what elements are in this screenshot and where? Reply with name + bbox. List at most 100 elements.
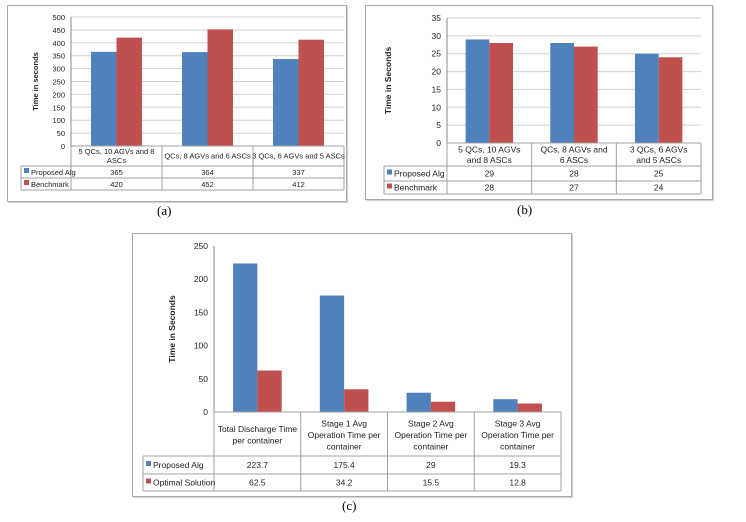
category-label: Operation Time per [308, 430, 381, 440]
data-table-value: 27 [569, 183, 579, 193]
bar-second [430, 401, 456, 412]
category-label: Operation Time per [394, 430, 467, 440]
y-tick-label: 500 [52, 13, 65, 22]
y-tick-label: 200 [194, 274, 208, 284]
category-label: container [327, 441, 362, 451]
category-label: QCs, 8 AGVs and [540, 145, 607, 155]
bar-second [517, 403, 542, 412]
category-label: and 8 ASCs [467, 155, 512, 165]
data-table-value: 15.5 [423, 478, 440, 488]
y-tick-label: 5 [436, 120, 441, 130]
category-label: per container [233, 436, 283, 446]
y-tick-label: 100 [52, 116, 65, 125]
y-tick-label: 350 [52, 52, 65, 61]
y-tick-label: 300 [52, 65, 65, 74]
legend-swatch [24, 180, 29, 185]
y-tick-label: 0 [203, 407, 208, 417]
bar-proposed [550, 43, 574, 143]
data-table-value: 24 [654, 183, 664, 193]
category-label: 6 ASCs [560, 155, 588, 165]
y-tick-label: 35 [432, 13, 442, 23]
data-table-value: 29 [485, 169, 495, 179]
y-tick-label: 0 [61, 142, 65, 151]
chart-c: 0 50 100 150 200 250 Time in Seconds Total Disc… [132, 233, 572, 497]
y-tick-label: 450 [52, 26, 65, 35]
bar-second [489, 43, 514, 143]
y-tick-label: 0 [436, 138, 441, 148]
data-table-value: 420 [110, 180, 123, 189]
legend-swatch [24, 168, 29, 173]
bar-proposed [465, 39, 490, 143]
y-tick-label: 150 [52, 103, 65, 112]
y-axis-label: Time in seconds [31, 52, 40, 111]
bar-proposed [91, 51, 117, 146]
y-tick-label: 250 [52, 78, 65, 87]
data-table-value: 28 [485, 183, 495, 193]
legend-label: Proposed Alg [394, 169, 445, 179]
category-label: Stage 1 Avg [321, 418, 367, 428]
caption-c: (c) [342, 498, 357, 513]
legend-label: Benchmark [31, 180, 69, 189]
category-label: ASCs [107, 156, 126, 165]
bar-proposed [273, 59, 299, 146]
category-label: QCs, 8 AGVs and 6 ASCs [164, 152, 251, 161]
data-table-value: 25 [654, 169, 664, 179]
y-tick-label: 15 [432, 84, 442, 94]
bar-proposed [493, 399, 518, 412]
legend-swatch [387, 169, 392, 175]
data-table-value: 337 [292, 168, 305, 177]
category-label: Stage 2 Avg [408, 418, 454, 428]
data-table-value: 223.7 [247, 460, 269, 470]
y-tick-label: 10 [432, 102, 442, 112]
y-tick-label: 200 [52, 90, 65, 99]
y-axis-label: Time in Seconds [167, 295, 177, 363]
data-table-value: 364 [201, 168, 214, 177]
category-label: container [500, 441, 535, 451]
bar-second [574, 46, 598, 144]
y-tick-label: 50 [199, 374, 209, 384]
data-table-value: 175.4 [333, 460, 355, 470]
legend-label: Optimal Solution [153, 478, 216, 488]
chart-b-svg: 0 5 10 15 20 25 30 35 Time in Seconds 5 QCs, 10 A… [383, 13, 702, 195]
y-tick-label: 100 [194, 341, 208, 351]
category-label: and 5 ASCs [636, 155, 681, 165]
chart-c-svg: 0 50 100 150 200 250 Time in Seconds Total Disc… [142, 241, 562, 492]
bar-second [298, 39, 324, 147]
caption-b: (b) [517, 202, 533, 217]
bar-second [257, 370, 282, 412]
category-label: Total Discharge Time [218, 424, 298, 434]
category-label: 5 QCs, 10 AGVs and 8 [79, 147, 155, 156]
data-table-value: 365 [110, 168, 123, 177]
legend-swatch [387, 183, 392, 189]
legend-swatch [146, 461, 151, 466]
data-table-value: 62.5 [249, 478, 266, 488]
data-table-value: 412 [292, 180, 305, 189]
bar-proposed [406, 392, 431, 412]
chart-a-svg: 0 50 100 150 200 250 300 350 400 450 500 Time in se… [20, 13, 345, 191]
bar-second [207, 29, 233, 146]
category-label: container [413, 441, 448, 451]
category-label: Stage 3 Avg [495, 418, 541, 428]
y-tick-label: 400 [52, 39, 65, 48]
category-label: 3 QCs, 6 AGVs and 5 ASCs [252, 152, 345, 161]
bar-proposed [233, 263, 258, 412]
data-table-value: 28 [569, 169, 579, 179]
data-table-value: 19.3 [509, 460, 526, 470]
y-tick-label: 50 [57, 129, 65, 138]
bar-proposed [319, 295, 345, 412]
legend-label: Proposed Alg [153, 460, 204, 470]
y-tick-label: 250 [194, 241, 208, 251]
y-tick-label: 20 [432, 67, 442, 77]
bar-proposed [634, 53, 659, 143]
caption-a: (a) [157, 203, 172, 218]
legend-label: Benchmark [394, 183, 438, 193]
category-label: Operation Time per [481, 430, 554, 440]
bar-second [344, 389, 369, 412]
data-table-value: 29 [426, 460, 436, 470]
chart-b: 0 5 10 15 20 25 30 35 Time in Seconds 5 QCs, 10 A… [365, 5, 713, 200]
y-tick-label: 25 [432, 49, 442, 59]
y-tick-label: 30 [432, 31, 442, 41]
data-table-value: 34.2 [336, 478, 353, 488]
y-axis-label: Time in Seconds [383, 47, 393, 115]
legend-label: Proposed Alg [31, 168, 76, 177]
